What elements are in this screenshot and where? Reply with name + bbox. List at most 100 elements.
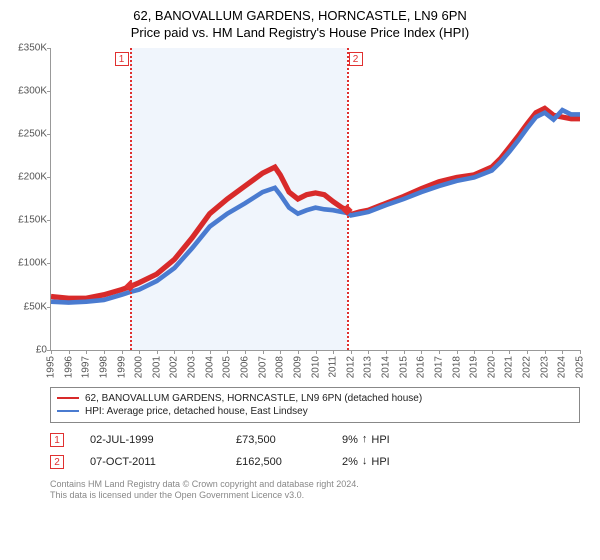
x-tick xyxy=(104,350,105,354)
x-tick xyxy=(51,350,52,354)
x-axis-label: 2000 xyxy=(134,356,145,378)
x-tick xyxy=(280,350,281,354)
x-tick xyxy=(333,350,334,354)
x-tick xyxy=(316,350,317,354)
x-tick xyxy=(192,350,193,354)
sale-price: £162,500 xyxy=(236,456,316,468)
sale-delta: 9% ↑HPI xyxy=(342,434,432,446)
x-axis-label: 2012 xyxy=(345,356,356,378)
x-tick xyxy=(174,350,175,354)
sale-price: £73,500 xyxy=(236,434,316,446)
attribution-footer: Contains HM Land Registry data © Crown c… xyxy=(50,479,580,502)
y-axis-label: £350K xyxy=(18,42,47,53)
arrow-up-icon: ↑ xyxy=(362,434,368,445)
y-axis-label: £300K xyxy=(18,85,47,96)
y-tick xyxy=(47,177,51,178)
x-tick xyxy=(527,350,528,354)
sale-date-line xyxy=(347,48,349,350)
x-tick xyxy=(351,350,352,354)
y-tick xyxy=(47,134,51,135)
x-axis-label: 2003 xyxy=(187,356,198,378)
sales-table: 102-JUL-1999£73,5009%↑HPI207-OCT-2011£16… xyxy=(50,429,580,473)
x-tick xyxy=(457,350,458,354)
x-tick xyxy=(245,350,246,354)
x-tick xyxy=(509,350,510,354)
x-tick xyxy=(562,350,563,354)
sale-row: 102-JUL-1999£73,5009%↑HPI xyxy=(50,429,580,451)
y-axis-label: £150K xyxy=(18,215,47,226)
sale-delta-suffix: HPI xyxy=(371,456,389,468)
sale-date: 07-OCT-2011 xyxy=(90,456,210,468)
y-axis-label: £50K xyxy=(24,301,47,312)
x-axis-label: 2023 xyxy=(539,356,550,378)
y-axis-label: £100K xyxy=(18,258,47,269)
x-axis-label: 2011 xyxy=(328,356,339,378)
x-axis-label: 1999 xyxy=(116,356,127,378)
arrow-down-icon: ↓ xyxy=(362,456,368,467)
x-axis-label: 2017 xyxy=(433,356,444,378)
chart-title: 62, BANOVALLUM GARDENS, HORNCASTLE, LN9 … xyxy=(10,8,590,42)
x-tick xyxy=(298,350,299,354)
legend-item: HPI: Average price, detached house, East… xyxy=(57,405,573,418)
sale-callout: 1 xyxy=(115,52,129,66)
chart-area: 12£0£50K£100K£150K£200K£250K£300K£350K19… xyxy=(50,48,580,383)
x-tick xyxy=(545,350,546,354)
x-tick xyxy=(404,350,405,354)
x-axis-label: 2005 xyxy=(222,356,233,378)
x-tick xyxy=(492,350,493,354)
sale-delta-suffix: HPI xyxy=(371,434,389,446)
x-tick xyxy=(210,350,211,354)
sale-date-line xyxy=(130,48,132,350)
legend-swatch xyxy=(57,410,79,412)
y-tick xyxy=(47,307,51,308)
x-axis-label: 2013 xyxy=(363,356,374,378)
chart-container: 62, BANOVALLUM GARDENS, HORNCASTLE, LN9 … xyxy=(0,0,600,560)
footer-line-1: Contains HM Land Registry data © Crown c… xyxy=(50,479,580,491)
x-axis-label: 2025 xyxy=(575,356,586,378)
x-axis-label: 1997 xyxy=(81,356,92,378)
x-tick xyxy=(421,350,422,354)
y-tick xyxy=(47,220,51,221)
sale-row: 2 07-OCT-2011 £162,500 2% ↓HPI xyxy=(50,451,580,473)
title-line-2: Price paid vs. HM Land Registry's House … xyxy=(10,25,590,42)
sale-delta: 2% ↓HPI xyxy=(342,456,432,468)
legend-label: HPI: Average price, detached house, East… xyxy=(85,406,308,417)
sale-delta-pct: 2% xyxy=(342,456,358,468)
x-axis-label: 2021 xyxy=(504,356,515,378)
x-tick xyxy=(227,350,228,354)
y-axis-label: £200K xyxy=(18,172,47,183)
x-axis-label: 2018 xyxy=(451,356,462,378)
x-axis-label: 2008 xyxy=(275,356,286,378)
x-axis-label: 2022 xyxy=(522,356,533,378)
sale-index-box: 2 xyxy=(50,455,64,469)
x-tick xyxy=(580,350,581,354)
x-tick xyxy=(368,350,369,354)
x-tick xyxy=(474,350,475,354)
legend: 62, BANOVALLUM GARDENS, HORNCASTLE, LN9 … xyxy=(50,387,580,423)
x-tick xyxy=(263,350,264,354)
x-axis-label: 2006 xyxy=(239,356,250,378)
x-axis-label: 2002 xyxy=(169,356,180,378)
sale-delta-pct: 9% xyxy=(342,434,358,446)
plot-region: 12£0£50K£100K£150K£200K£250K£300K£350K19… xyxy=(50,48,580,351)
y-axis-label: £0 xyxy=(36,344,47,355)
x-tick xyxy=(122,350,123,354)
legend-label: 62, BANOVALLUM GARDENS, HORNCASTLE, LN9 … xyxy=(85,393,422,404)
x-tick xyxy=(69,350,70,354)
x-axis-label: 2010 xyxy=(310,356,321,378)
x-axis-label: 2019 xyxy=(469,356,480,378)
title-line-1: 62, BANOVALLUM GARDENS, HORNCASTLE, LN9 … xyxy=(10,8,590,25)
x-axis-label: 2009 xyxy=(292,356,303,378)
x-axis-label: 2020 xyxy=(486,356,497,378)
sale-date: 02-JUL-1999 xyxy=(90,434,210,446)
footer-line-2: This data is licensed under the Open Gov… xyxy=(50,490,580,502)
x-tick xyxy=(439,350,440,354)
x-axis-label: 2016 xyxy=(416,356,427,378)
x-axis-label: 2001 xyxy=(151,356,162,378)
x-axis-label: 2004 xyxy=(204,356,215,378)
x-axis-label: 2014 xyxy=(381,356,392,378)
x-tick xyxy=(139,350,140,354)
x-axis-label: 1996 xyxy=(63,356,74,378)
x-tick xyxy=(86,350,87,354)
sale-callout: 2 xyxy=(349,52,363,66)
